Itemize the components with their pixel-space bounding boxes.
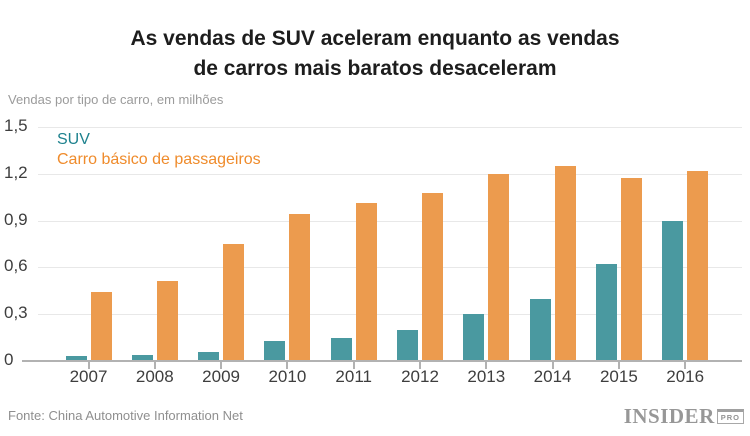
gridline bbox=[38, 127, 742, 128]
chart-title-line-2: de carros mais baratos desaceleram bbox=[193, 57, 557, 80]
gridline bbox=[38, 314, 742, 316]
x-axis-tick bbox=[617, 361, 620, 369]
x-axis-tick bbox=[485, 361, 488, 369]
bar-carro-basico-2016 bbox=[687, 170, 709, 361]
y-axis-tick-label: 0,9 bbox=[4, 209, 28, 229]
x-axis-tick bbox=[87, 361, 90, 369]
bar-carro-basico-2012 bbox=[422, 192, 443, 361]
legend-item-carro-basico: Carro básico de passageiros bbox=[57, 151, 261, 168]
bar-carro-basico-2007 bbox=[90, 292, 112, 361]
x-axis-label: 2010 bbox=[268, 367, 307, 386]
y-axis-tick-label: 0 bbox=[4, 350, 14, 369]
source-note: Fonte: China Automotive Information Net bbox=[8, 408, 243, 423]
x-axis-label: 2013 bbox=[467, 367, 506, 386]
gridline bbox=[38, 267, 742, 269]
y-axis-tick-label: 0,3 bbox=[4, 303, 28, 323]
bar-carro-basico-2008 bbox=[156, 281, 178, 361]
bar-carro-basico-2011 bbox=[355, 203, 377, 361]
x-axis-label: 2008 bbox=[135, 367, 174, 386]
chart-title: As vendas de SUV aceleram enquanto as ve… bbox=[0, 24, 750, 84]
x-axis-tick bbox=[684, 361, 687, 369]
plot-area bbox=[38, 127, 742, 361]
x-axis-tick bbox=[551, 361, 554, 369]
bar-suv-2008 bbox=[131, 354, 153, 361]
x-axis-tick bbox=[220, 361, 223, 369]
x-axis-label: 2009 bbox=[202, 367, 240, 386]
x-axis-tick bbox=[286, 361, 289, 369]
bar-suv-2007 bbox=[65, 356, 87, 361]
x-axis-label: 2011 bbox=[335, 367, 372, 386]
bar-suv-2009 bbox=[198, 351, 220, 361]
legend: SUV Carro básico de passageiros bbox=[57, 130, 261, 170]
x-axis-baseline bbox=[22, 360, 742, 362]
x-axis-label: 2016 bbox=[666, 367, 705, 386]
bar-carro-basico-2009 bbox=[223, 244, 245, 361]
legend-item-suv: SUV bbox=[57, 131, 90, 148]
chart-units-note: Vendas por tipo de carro, em milhões bbox=[8, 92, 224, 107]
bar-suv-2016 bbox=[662, 220, 684, 361]
bar-suv-2011 bbox=[330, 337, 352, 361]
bar-carro-basico-2014 bbox=[554, 166, 576, 361]
x-axis-label: 2014 bbox=[533, 367, 572, 386]
x-axis-label: 2015 bbox=[599, 367, 638, 386]
bar-carro-basico-2013 bbox=[488, 173, 510, 361]
y-axis-tick-label: 1,5 bbox=[4, 116, 28, 135]
gridline bbox=[38, 173, 742, 175]
chart-title-line-1: As vendas de SUV aceleram enquanto as ve… bbox=[130, 27, 620, 50]
bar-suv-2014 bbox=[529, 298, 551, 361]
bar-suv-2013 bbox=[463, 314, 485, 361]
insider-pro-logo: INSIDER PRO bbox=[624, 404, 744, 429]
x-axis-tick bbox=[352, 361, 355, 369]
bar-carro-basico-2010 bbox=[289, 214, 311, 361]
bar-suv-2015 bbox=[595, 264, 617, 361]
x-axis-tick bbox=[419, 361, 421, 369]
bar-suv-2012 bbox=[397, 329, 418, 361]
logo-pro-badge: PRO bbox=[716, 409, 744, 424]
bar-suv-2010 bbox=[264, 340, 286, 361]
gridline bbox=[38, 220, 742, 222]
y-axis-tick-label: 1,2 bbox=[4, 162, 28, 182]
x-axis-label: 2012 bbox=[401, 367, 439, 386]
x-axis-label: 2007 bbox=[69, 367, 108, 386]
bar-carro-basico-2015 bbox=[620, 178, 642, 361]
logo-insider-text: INSIDER bbox=[623, 404, 715, 428]
y-axis-tick-label: 0,6 bbox=[4, 256, 28, 276]
x-axis-tick bbox=[153, 361, 156, 369]
